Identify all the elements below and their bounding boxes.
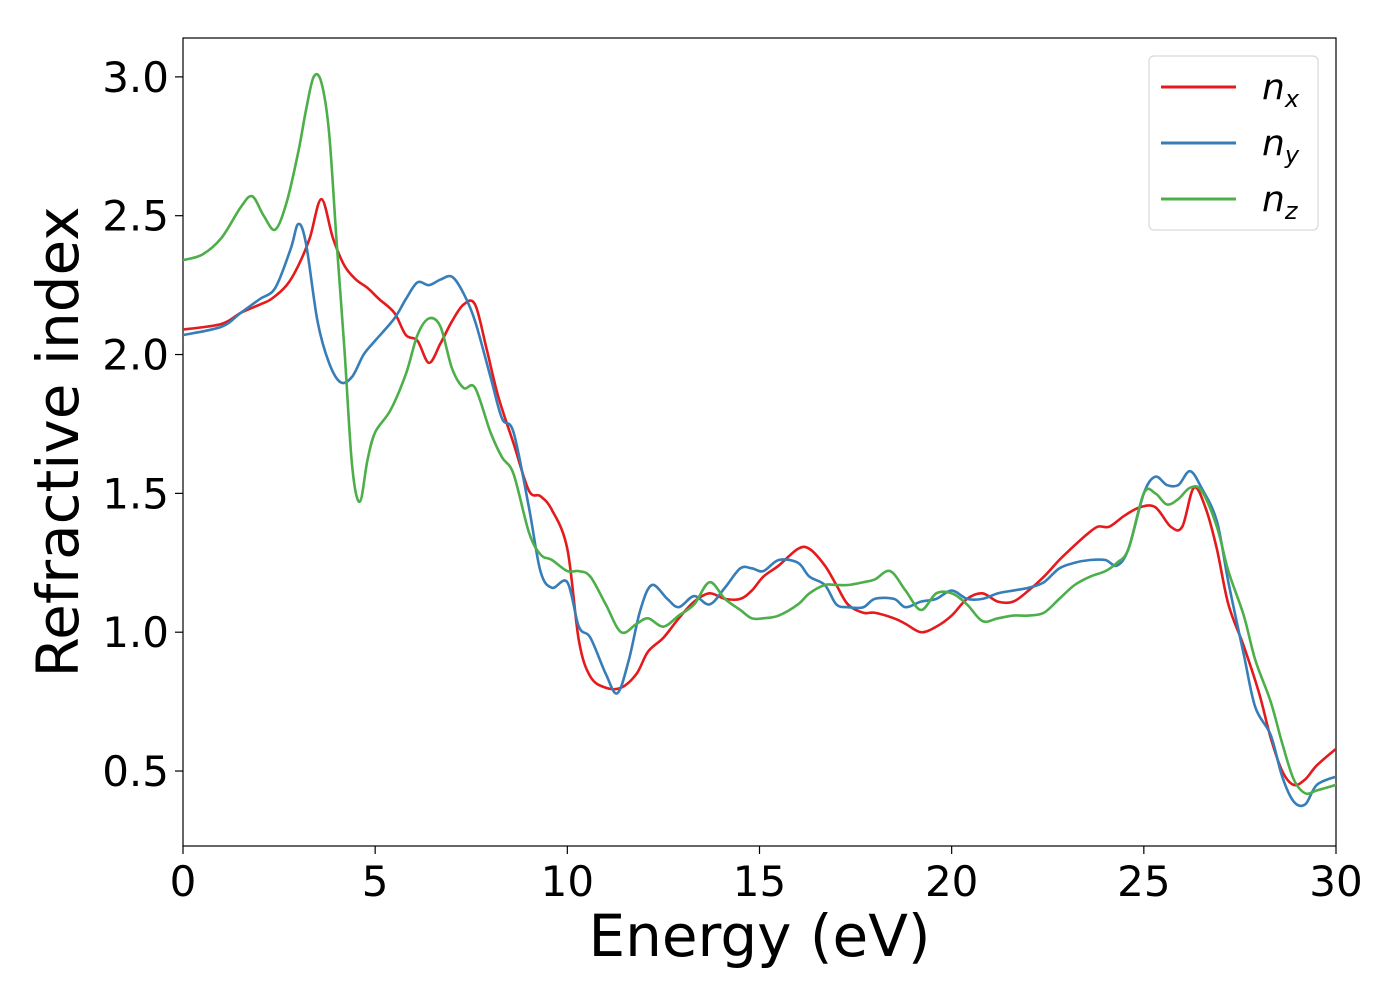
x-axis-label: Energy (eV) [588, 902, 930, 970]
x-tick-label: 20 [925, 857, 978, 906]
series-line-nz [183, 72, 1336, 796]
y-tick-label: 3.0 [102, 53, 169, 102]
x-tick-label: 5 [362, 857, 389, 906]
x-tick-label: 15 [733, 857, 786, 906]
y-tick-label: 2.5 [102, 192, 169, 241]
y-axis-label: Refractive index [24, 206, 92, 677]
series-line-nx [183, 197, 1336, 787]
y-tick-label: 1.5 [102, 469, 169, 518]
y-tick-label: 0.5 [102, 747, 169, 796]
x-tick-label: 25 [1117, 857, 1170, 906]
y-tick-label: 1.0 [102, 608, 169, 657]
legend-item-ny: ny [1161, 123, 1300, 169]
x-tick-label: 0 [170, 857, 197, 906]
series-layer [183, 72, 1336, 808]
y-tick-label: 2.0 [102, 331, 169, 380]
x-tick-label: 10 [541, 857, 594, 906]
x-axis-ticks: 0 5 10 15 20 25 30 [170, 846, 1363, 906]
series-line-ny [183, 222, 1336, 808]
y-axis-ticks: 0.5 1.0 1.5 2.0 2.5 3.0 [102, 53, 183, 796]
x-tick-label: 30 [1309, 857, 1362, 906]
